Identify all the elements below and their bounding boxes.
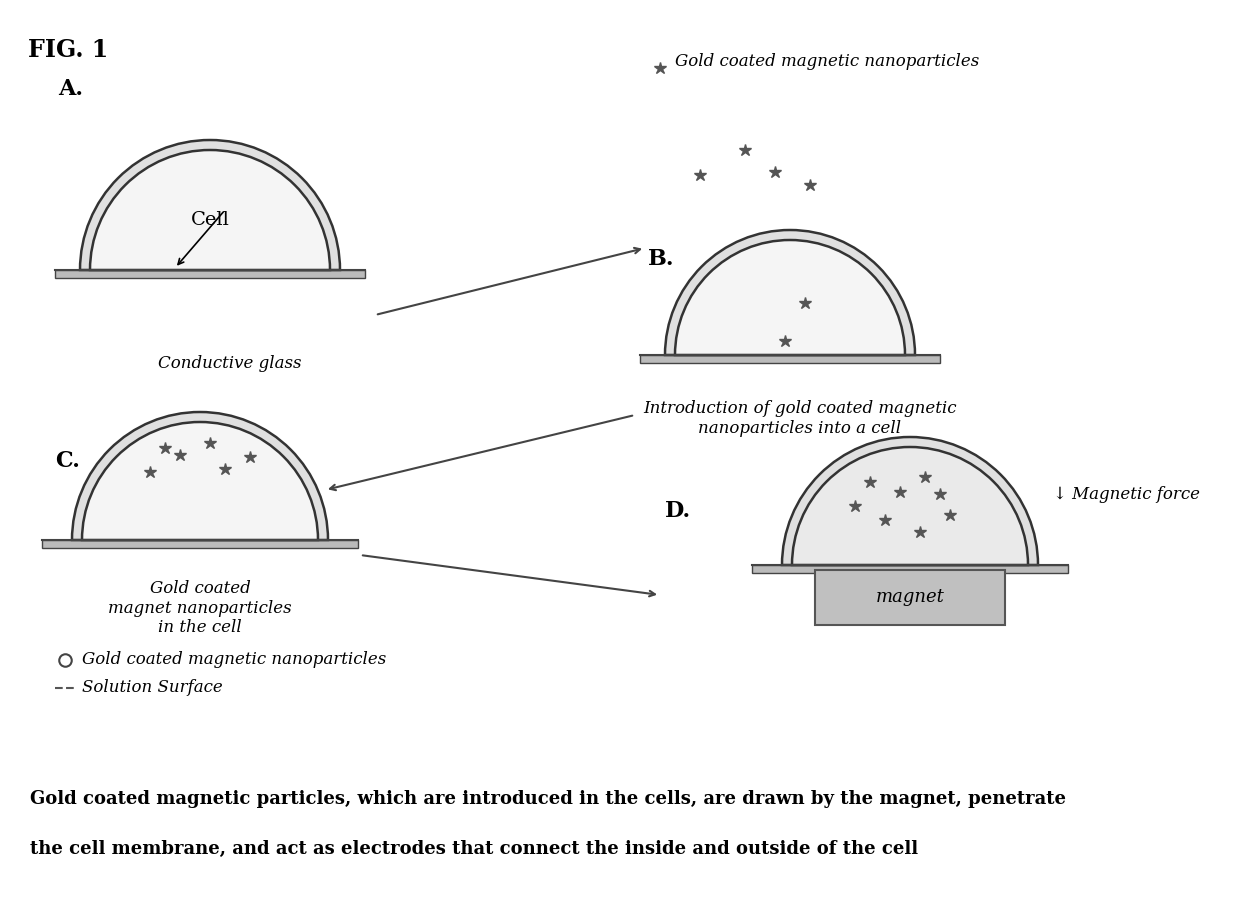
Wedge shape <box>91 150 330 270</box>
Text: B.: B. <box>649 248 675 270</box>
Text: Solution Surface: Solution Surface <box>82 679 223 697</box>
Text: the cell membrane, and act as electrodes that connect the inside and outside of : the cell membrane, and act as electrodes… <box>30 840 918 858</box>
Bar <box>55 270 365 278</box>
Text: FIG. 1: FIG. 1 <box>29 38 108 62</box>
Text: Gold coated magnetic nanoparticles: Gold coated magnetic nanoparticles <box>82 652 386 668</box>
Wedge shape <box>665 230 915 355</box>
Text: C.: C. <box>55 450 79 472</box>
Wedge shape <box>675 240 905 355</box>
Bar <box>815 570 1004 625</box>
Text: D.: D. <box>665 500 691 522</box>
Bar <box>751 565 1068 573</box>
Text: Gold coated magnetic nanoparticles: Gold coated magnetic nanoparticles <box>675 54 980 70</box>
Text: Introduction of gold coated magnetic
nanoparticles into a cell: Introduction of gold coated magnetic nan… <box>644 400 957 437</box>
Bar <box>42 540 358 548</box>
Wedge shape <box>81 140 340 270</box>
Text: Cell: Cell <box>191 210 229 229</box>
Text: Gold coated
magnet nanoparticles
in the cell: Gold coated magnet nanoparticles in the … <box>108 580 291 636</box>
Text: A.: A. <box>58 78 83 100</box>
Wedge shape <box>82 422 317 540</box>
Text: ↓ Magnetic force: ↓ Magnetic force <box>1053 485 1200 503</box>
Text: magnet: magnet <box>875 588 945 606</box>
Bar <box>640 355 940 363</box>
Text: Conductive glass: Conductive glass <box>159 355 301 372</box>
Text: Gold coated magnetic particles, which are introduced in the cells, are drawn by : Gold coated magnetic particles, which ar… <box>30 790 1066 808</box>
Wedge shape <box>782 437 1038 565</box>
Wedge shape <box>72 412 329 540</box>
Wedge shape <box>792 447 1028 565</box>
